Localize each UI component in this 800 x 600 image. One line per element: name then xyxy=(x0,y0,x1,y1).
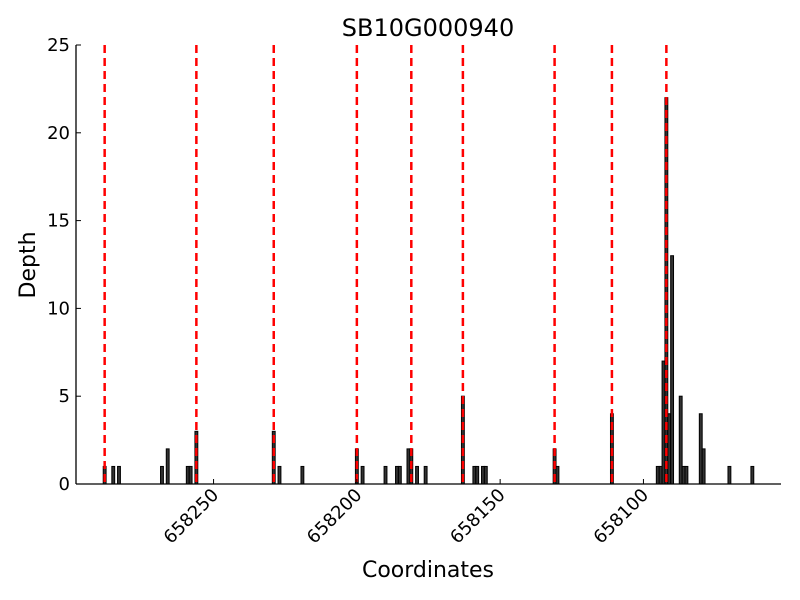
bar xyxy=(684,465,689,485)
bar xyxy=(277,465,282,485)
bar xyxy=(160,465,164,485)
y-tick-label: 0 xyxy=(59,474,70,495)
bar xyxy=(165,448,170,485)
bar xyxy=(423,465,428,485)
x-axis-label: Coordinates xyxy=(362,558,494,583)
bar xyxy=(483,465,488,485)
x-tick-label: 658100 xyxy=(590,485,653,548)
bar xyxy=(117,465,121,485)
bar xyxy=(397,465,402,485)
bars-group xyxy=(102,97,755,485)
y-tick-label: 25 xyxy=(47,35,70,56)
x-tick-label: 658200 xyxy=(303,485,366,548)
bar xyxy=(300,465,305,485)
x-tick-label: 658250 xyxy=(160,485,223,548)
bar xyxy=(727,465,732,485)
bar xyxy=(750,465,755,485)
bar xyxy=(555,465,560,485)
bar xyxy=(188,465,193,485)
chart-title: SB10G000940 xyxy=(342,14,514,42)
bar xyxy=(383,465,388,485)
y-tick-label: 15 xyxy=(47,211,70,232)
bar xyxy=(701,448,706,485)
bar xyxy=(415,465,419,485)
y-axis-label: Depth xyxy=(16,231,41,298)
bar xyxy=(475,465,480,485)
x-tick-label: 658150 xyxy=(446,485,509,548)
bar xyxy=(670,255,675,485)
y-tick-label: 20 xyxy=(47,123,70,144)
y-tick-label: 10 xyxy=(47,298,70,319)
y-tick-label: 5 xyxy=(59,386,70,407)
bar xyxy=(360,465,365,485)
marker-lines-group xyxy=(103,45,668,484)
bar xyxy=(111,465,116,485)
